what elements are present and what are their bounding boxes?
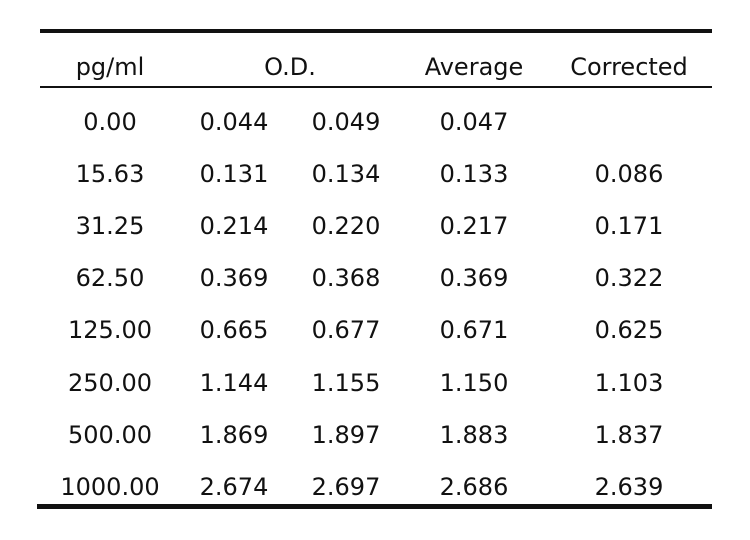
cell-od1: 2.674 (199, 473, 269, 501)
header-corrected: Corrected (570, 53, 688, 81)
cell-avg: 0.369 (439, 264, 509, 292)
cell-corr: 0.086 (594, 160, 664, 188)
cell-od2: 1.155 (311, 369, 381, 397)
cell-avg: 0.133 (439, 160, 509, 188)
cell-avg: 0.217 (439, 212, 509, 240)
cell-od2: 1.897 (311, 421, 381, 449)
cell-corr: 1.103 (594, 369, 664, 397)
cell-od2: 0.368 (311, 264, 381, 292)
cell-od2: 2.697 (311, 473, 381, 501)
cell-od1: 0.214 (199, 212, 269, 240)
cell-conc: 500.00 (68, 421, 152, 449)
cell-od1: 1.869 (199, 421, 269, 449)
cell-conc: 1000.00 (60, 473, 160, 501)
cell-corr: 0.625 (594, 316, 664, 344)
cell-corr: 0.322 (594, 264, 664, 292)
cell-conc: 0.00 (83, 108, 137, 136)
cell-conc: 125.00 (68, 316, 152, 344)
cell-avg: 2.686 (439, 473, 509, 501)
cell-conc: 62.50 (75, 264, 145, 292)
cell-conc: 250.00 (68, 369, 152, 397)
cell-corr: 1.837 (594, 421, 664, 449)
bottom-rule (37, 504, 712, 509)
cell-od2: 0.134 (311, 160, 381, 188)
cell-od1: 0.369 (199, 264, 269, 292)
cell-od2: 0.220 (311, 212, 381, 240)
cell-avg: 1.883 (439, 421, 509, 449)
cell-corr: 0.171 (594, 212, 664, 240)
header-rule (40, 86, 712, 88)
cell-od2: 0.049 (311, 108, 381, 136)
cell-od1: 0.665 (199, 316, 269, 344)
header-concentration: pg/ml (75, 53, 145, 81)
top-rule (40, 29, 712, 33)
cell-avg: 1.150 (439, 369, 509, 397)
cell-conc: 15.63 (75, 160, 145, 188)
cell-corr: 2.639 (594, 473, 664, 501)
header-od: O.D. (264, 53, 316, 81)
cell-od1: 0.044 (199, 108, 269, 136)
cell-avg: 0.671 (439, 316, 509, 344)
cell-od1: 0.131 (199, 160, 269, 188)
cell-conc: 31.25 (75, 212, 145, 240)
header-average: Average (424, 53, 524, 81)
cell-od1: 1.144 (199, 369, 269, 397)
cell-avg: 0.047 (439, 108, 509, 136)
cell-od2: 0.677 (311, 316, 381, 344)
